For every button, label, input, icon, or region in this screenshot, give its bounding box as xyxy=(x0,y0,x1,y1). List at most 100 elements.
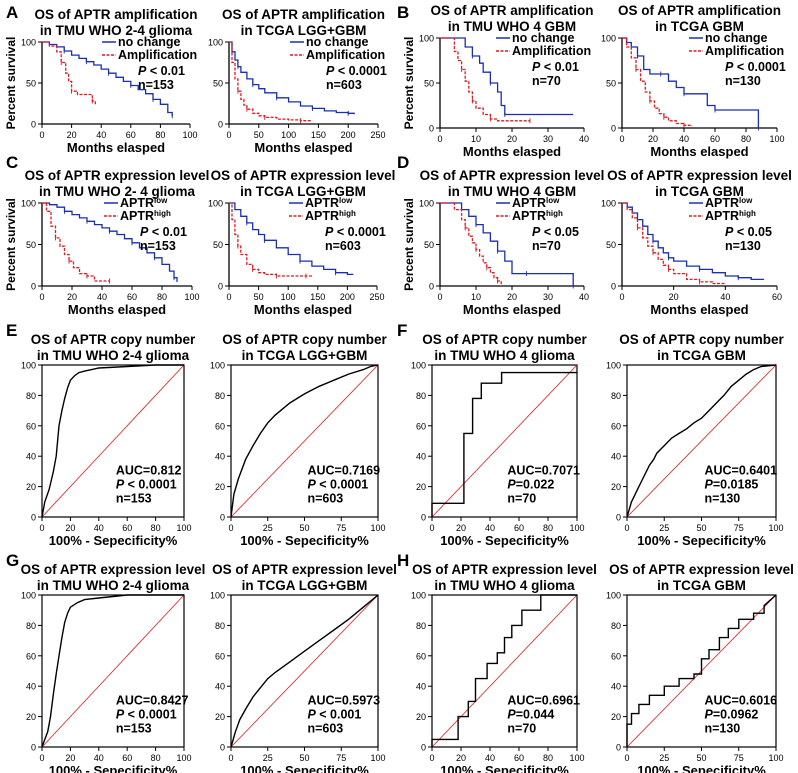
legend-superscript: high xyxy=(154,209,171,218)
chart-title: in TCGA LGG+GBM xyxy=(240,184,366,199)
legend-label: APTR xyxy=(705,209,739,223)
x-axis-label: 100% - Sepecificity% xyxy=(240,763,369,773)
x-tick-label: 20 xyxy=(507,134,517,144)
annotation: AUC=0.6961 xyxy=(507,693,580,707)
y-tick-label: 100 xyxy=(210,361,225,371)
x-tick-label: 100 xyxy=(569,753,584,763)
legend-entry: APTRlow xyxy=(305,196,353,210)
x-tick-label: 100 xyxy=(281,292,296,302)
x-tick-label: 80 xyxy=(151,753,161,763)
y-tick-label: 60 xyxy=(215,651,225,661)
panel-letter-d: D xyxy=(397,153,409,172)
plot-frame xyxy=(431,364,578,518)
p-value: < 0.0001 xyxy=(124,477,177,491)
annotation: AUC=0.6401 xyxy=(704,463,777,477)
x-tick-label: 200 xyxy=(340,292,355,302)
y-tick-label: 0 xyxy=(421,513,426,523)
chart-title: OS of APTR amplification xyxy=(34,7,197,22)
p-symbol: P xyxy=(307,477,316,491)
y-tick-label: 20 xyxy=(611,712,621,722)
annotation: n=70 xyxy=(532,74,561,88)
p-value: < 0.0001 xyxy=(334,64,387,78)
legend-label: APTR xyxy=(120,196,154,210)
p-value: < 0.001 xyxy=(316,707,362,721)
series-line-aptr-low xyxy=(42,202,178,282)
x-tick-label: 50 xyxy=(696,753,706,763)
x-tick-label: 0 xyxy=(437,292,442,302)
legend-entry: Amplification xyxy=(705,44,784,58)
y-tick-label: 60 xyxy=(611,651,621,661)
x-tick-label: 40 xyxy=(94,523,104,533)
chart-title: OS of APTR expression level xyxy=(21,562,206,577)
x-tick-label: 40 xyxy=(97,292,107,302)
annotation: AUC=0.7071 xyxy=(507,463,580,477)
chart-title: in TCGA GBM xyxy=(655,19,744,34)
x-tick-label: 25 xyxy=(263,753,273,763)
y-tick-label: 100 xyxy=(21,361,36,371)
x-tick-label: 0 xyxy=(437,134,442,144)
y-tick-label: 20 xyxy=(611,482,621,492)
plot-frame xyxy=(431,594,578,748)
reference-diagonal xyxy=(431,594,578,748)
chart-title: in TMU WHO 4 GBM xyxy=(448,19,576,34)
annotation: P < 0.0001 xyxy=(307,477,368,491)
legend-label: APTR xyxy=(305,209,339,223)
annotation: P < 0.0001 xyxy=(326,64,387,78)
x-axis-label: 100% - Sepecificity% xyxy=(49,533,178,548)
x-axis-label: Months elasped xyxy=(67,140,165,155)
x-tick-label: 100 xyxy=(769,134,784,144)
reference-diagonal xyxy=(230,594,379,748)
x-tick-label: 60 xyxy=(710,134,720,144)
y-tick-label: 0 xyxy=(218,282,223,292)
y-tick-label: 80 xyxy=(416,391,426,401)
x-tick-label: 100 xyxy=(768,523,783,533)
p-symbol: P xyxy=(116,707,125,721)
x-tick-label: 80 xyxy=(151,523,161,533)
p-symbol: P xyxy=(532,225,541,239)
x-tick-label: 30 xyxy=(543,292,553,302)
annotation: P < 0.05 xyxy=(725,225,772,239)
y-tick-label: 100 xyxy=(419,34,434,44)
annotation: P=0.0185 xyxy=(704,477,758,491)
annotation: P < 0.01 xyxy=(532,60,579,74)
x-tick-label: 250 xyxy=(369,292,384,302)
panel-letter-c: C xyxy=(6,153,18,172)
x-tick-label: 50 xyxy=(299,523,309,533)
x-axis-label: 100% - Sepecificity% xyxy=(240,533,369,548)
x-tick-label: 0 xyxy=(39,130,44,140)
y-tick-label: 80 xyxy=(611,391,621,401)
p-value: =0.0185 xyxy=(713,477,759,491)
chart-title: in TCGA LGG+GBM xyxy=(241,23,367,38)
series-line-roc xyxy=(41,594,184,748)
x-tick-label: 20 xyxy=(507,292,517,302)
y-tick-label: 100 xyxy=(21,199,36,209)
x-tick-label: 20 xyxy=(65,523,75,533)
y-tick-label: 40 xyxy=(215,452,225,462)
x-tick-label: 40 xyxy=(579,134,589,144)
x-tick-label: 100 xyxy=(182,130,197,140)
legend-entry: Amplification xyxy=(306,48,385,62)
chart-title: OS of APTR expression level xyxy=(607,168,792,183)
y-tick-label: 40 xyxy=(26,452,36,462)
y-tick-label: 80 xyxy=(26,391,36,401)
x-tick-label: 0 xyxy=(39,292,44,302)
panel-letter-e: E xyxy=(6,321,17,340)
y-tick-label: 40 xyxy=(611,682,621,692)
p-symbol: P xyxy=(138,64,147,78)
y-tick-label: 100 xyxy=(419,199,434,209)
legend-label: Amplification xyxy=(512,44,591,58)
legend-label: Amplification xyxy=(118,48,197,62)
legend-superscript: high xyxy=(546,209,563,218)
x-tick-label: 20 xyxy=(67,130,77,140)
y-tick-label: 60 xyxy=(416,421,426,431)
legend-superscript: low xyxy=(339,196,353,205)
panel-letter-b: B xyxy=(397,3,409,22)
annotation: n=603 xyxy=(307,721,343,735)
